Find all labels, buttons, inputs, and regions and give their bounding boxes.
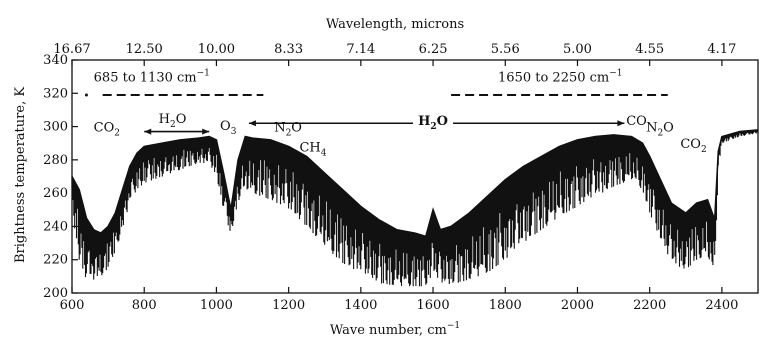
y-tick-label: 260 xyxy=(43,186,68,201)
annotation-label: O3 xyxy=(220,119,237,137)
top-tick-label: 6.25 xyxy=(419,42,448,57)
x-tick-label: 2000 xyxy=(561,298,594,313)
y-axis-title: Brightness temperature, K xyxy=(13,87,28,263)
annotation-label: 1650 to 2250 cm−1 xyxy=(498,69,623,86)
top-tick-label: 5.00 xyxy=(563,42,592,57)
x-axis-title: Wave number, cm−1 xyxy=(330,321,460,338)
range-dot xyxy=(84,93,88,97)
top-tick-label: 4.17 xyxy=(707,42,736,57)
annotation-bg xyxy=(413,111,454,129)
top-tick-label: 10.00 xyxy=(198,42,235,57)
plot-frame xyxy=(71,59,759,294)
x-tick-label: 2200 xyxy=(633,298,666,313)
annotation-label: CH4 xyxy=(299,141,326,159)
plot-area xyxy=(71,129,759,287)
x-tick-label: 1200 xyxy=(272,298,305,313)
annotation-label: N2O xyxy=(274,121,302,139)
x-tick-label: 2400 xyxy=(705,298,738,313)
y-tick-label: 220 xyxy=(43,253,68,268)
arrow-head xyxy=(202,128,210,135)
top-tick-label: 16.67 xyxy=(53,42,90,57)
x-tick-label: 1800 xyxy=(489,298,522,313)
top-axis-title: Wavelength, microns xyxy=(326,17,464,32)
annotation-label: CO2 xyxy=(680,137,706,155)
y-tick-label: 340 xyxy=(43,53,68,68)
annotation-label: N2O xyxy=(646,121,674,139)
y-tick-label: 320 xyxy=(43,86,68,101)
spectrum-envelope xyxy=(71,129,759,238)
annotation-label: H2O xyxy=(159,112,187,130)
x-tick-label: 1600 xyxy=(417,298,450,313)
arrow-head xyxy=(617,120,625,127)
annotation-label: H2O xyxy=(418,114,448,132)
y-tick-label: 200 xyxy=(43,286,68,301)
x-tick-label: 600 xyxy=(60,298,85,313)
x-tick-label: 1400 xyxy=(344,298,377,313)
annotation-label: 685 to 1130 cm−1 xyxy=(94,69,210,86)
y-tick-label: 280 xyxy=(43,153,68,168)
annotation-label: CO xyxy=(626,114,647,129)
top-tick-label: 8.33 xyxy=(274,42,303,57)
y-tick-label: 240 xyxy=(43,219,68,234)
x-tick-label: 800 xyxy=(132,298,157,313)
axes: 600 800 1000 1200 1400 1600 1800 2000 2200 2400 16… xyxy=(43,42,759,313)
annotation-label: CO2 xyxy=(94,121,120,139)
top-tick-label: 4.55 xyxy=(635,42,664,57)
arrow-head xyxy=(248,120,256,127)
top-tick-label: 5.56 xyxy=(491,42,520,57)
top-tick-label: 12.50 xyxy=(126,42,163,57)
arrow-head xyxy=(144,128,152,135)
spectrum-series xyxy=(71,129,759,287)
top-tick-label: 7.14 xyxy=(346,42,375,57)
x-tick-label: 1000 xyxy=(200,298,233,313)
y-tick-label: 300 xyxy=(43,120,68,135)
